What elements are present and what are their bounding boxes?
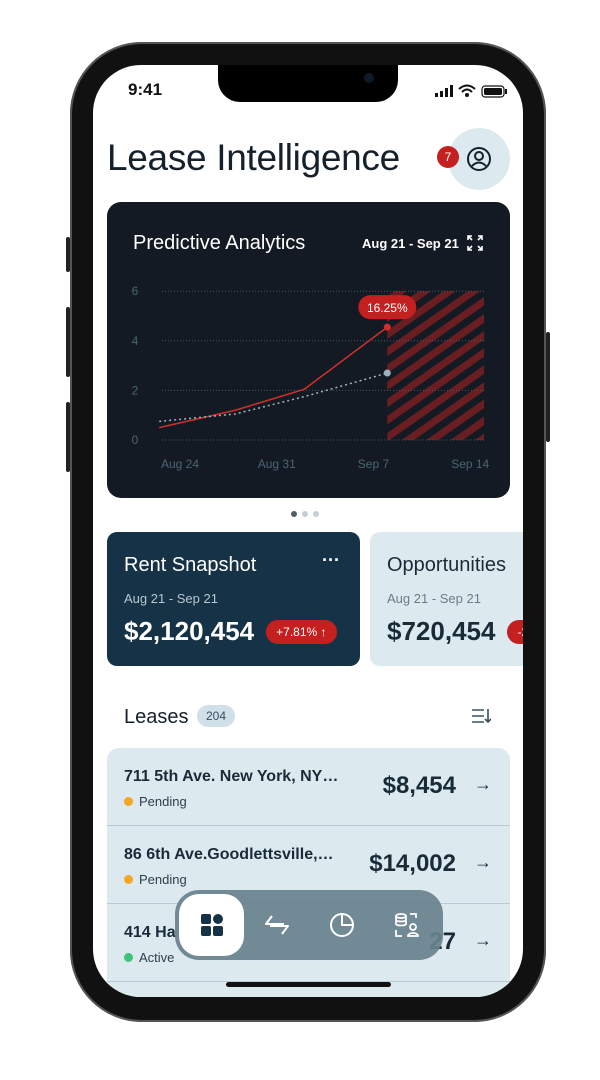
more-icon[interactable]: ··· (322, 550, 340, 570)
chart-title: Predictive Analytics (133, 232, 306, 254)
x-tick-label: Sep 7 (358, 457, 390, 471)
x-tick-label: Sep 14 (451, 457, 489, 471)
user-circle-icon (467, 147, 491, 171)
arrow-right-icon[interactable]: → (474, 852, 492, 872)
arrow-right-icon[interactable]: → (474, 930, 492, 950)
arrow-right-icon[interactable]: → (474, 774, 492, 794)
pager-dot[interactable] (291, 511, 297, 517)
card-date-range: Aug 21 - Sep 21 (387, 591, 481, 606)
annotation-bubble (358, 295, 417, 320)
lease-amount: $8,454 (382, 772, 456, 799)
lease-status: Pending (124, 794, 493, 809)
pager-dot[interactable] (313, 511, 319, 517)
lease-address: 86 6th Ave.Goodlettsville,… (124, 846, 334, 863)
screen: 9:41 Lease Intelligence 7 Predictive Ana… (93, 65, 523, 997)
status-dot (124, 875, 133, 884)
y-tick-label: 0 (132, 433, 139, 447)
transfer-icon (264, 915, 289, 935)
database-user-icon (394, 913, 419, 937)
lease-amount: $14,002 (369, 850, 456, 877)
lease-row[interactable]: 711 5th Ave. New York, NY… Pending $8,45… (107, 748, 510, 826)
lease-address: 711 5th Ave. New York, NY… (124, 768, 339, 785)
sort-icon[interactable] (471, 707, 491, 725)
lease-status: Pending (124, 872, 493, 887)
series-end-point (383, 369, 391, 377)
y-tick-label: 4 (132, 334, 139, 348)
card-date-range: Aug 21 - Sep 21 (124, 591, 218, 606)
pie-chart-icon (329, 913, 354, 937)
page-title: Lease Intelligence (107, 137, 400, 178)
x-tick-label: Aug 24 (161, 457, 199, 471)
change-badge: -2. (507, 619, 523, 644)
leases-count-badge: 204 (197, 705, 236, 727)
lease-status: Active (124, 950, 493, 965)
notification-badge[interactable]: 7 (437, 146, 459, 168)
status-dot (124, 953, 133, 962)
nav-transfers[interactable] (244, 894, 309, 956)
card-value: $2,120,454 (124, 616, 255, 646)
pager-dot[interactable] (302, 511, 308, 517)
nav-analytics[interactable] (309, 894, 374, 956)
arrow-up-icon: ↑ (320, 624, 327, 639)
y-tick-label: 6 (132, 284, 139, 298)
home-indicator (226, 982, 391, 987)
series-end-point (383, 323, 391, 331)
opportunities-card[interactable]: Opportunities Aug 21 - Sep 21 $720,454 -2… (370, 532, 523, 666)
status-icons (435, 84, 507, 98)
rent-snapshot-card[interactable]: Rent Snapshot ··· Aug 21 - Sep 21 $2,120… (107, 532, 360, 666)
predictive-analytics-card: Predictive Analytics Aug 21 - Sep 21 0 2 4… (107, 202, 510, 498)
status-time: 9:41 (128, 80, 163, 99)
card-title: Rent Snapshot (124, 554, 257, 576)
expand-icon[interactable] (467, 235, 483, 251)
annotation-label: 16.25% (367, 301, 408, 315)
x-tick-label: Aug 31 (258, 457, 296, 471)
carousel-pager[interactable] (291, 511, 319, 517)
line-chart: 0 2 4 6 Aug 24 Aug 31 Sep 7 Sep 14 16.25% (132, 284, 490, 471)
status-dot (124, 797, 133, 806)
nav-dashboard[interactable] (179, 894, 244, 956)
leases-heading: Leases (124, 706, 189, 728)
notch (218, 65, 398, 102)
series-line (159, 326, 388, 429)
card-title: Opportunities (387, 554, 506, 576)
change-badge: +7.81% ↑ (266, 619, 337, 644)
series-line (159, 372, 388, 423)
y-tick-label: 2 (132, 383, 139, 397)
dashboard-icon (200, 914, 223, 936)
lease-address: 414 Ha (124, 924, 176, 941)
bottom-nav (175, 890, 443, 960)
card-value: $720,454 (387, 616, 496, 646)
nav-data[interactable] (374, 894, 439, 956)
chart-date-range[interactable]: Aug 21 - Sep 21 (362, 236, 459, 251)
